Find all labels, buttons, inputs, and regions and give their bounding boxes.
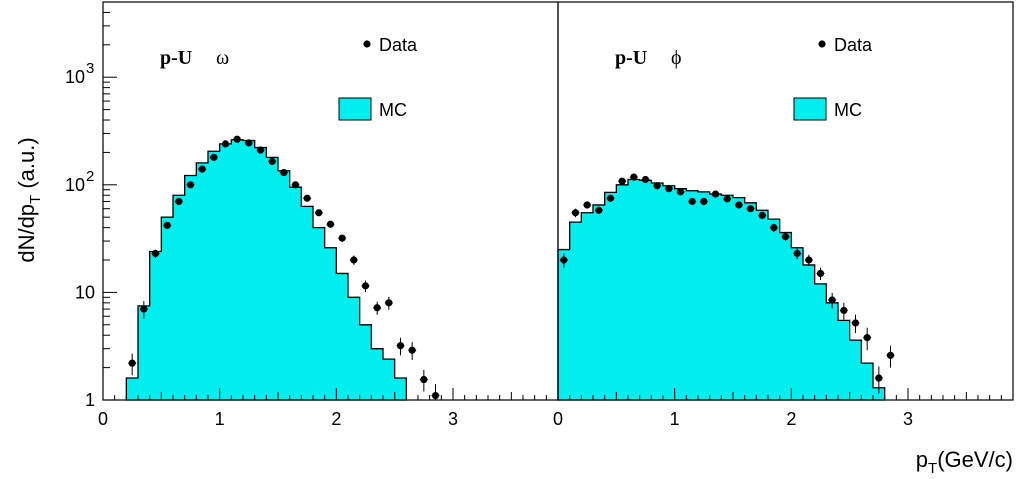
data-point	[315, 209, 323, 217]
data-point	[385, 299, 393, 307]
legend-data-label: Data	[379, 35, 418, 55]
data-point	[268, 157, 276, 166]
panel-title: p-U	[615, 47, 647, 69]
data-point	[711, 190, 720, 198]
data-point	[816, 269, 825, 278]
y-tick-exponent: 3	[86, 60, 94, 77]
data-point	[245, 139, 253, 147]
data-point	[583, 201, 591, 209]
x-tick-label: 0	[553, 409, 563, 429]
data-point	[326, 220, 335, 228]
y-tick-label: 10	[75, 282, 95, 302]
data-point	[770, 224, 778, 232]
legend-data-marker	[818, 40, 826, 48]
data-point	[875, 374, 883, 382]
data-point	[431, 391, 440, 400]
legend-data-marker	[363, 40, 371, 48]
panel-title-symbol: ϕ	[671, 47, 682, 69]
data-point	[735, 201, 743, 209]
data-point	[630, 173, 638, 181]
data-point	[350, 256, 358, 264]
y-tick-exponent: 2	[86, 168, 94, 185]
y-axis-label: dN/dpT (a.u.)	[14, 137, 44, 262]
data-point	[828, 296, 836, 304]
x-axis-label: pT(GeV/c)	[916, 447, 1013, 477]
data-point	[665, 185, 673, 193]
data-point	[186, 181, 195, 189]
data-point	[805, 256, 813, 264]
x-tick-label: 1	[215, 409, 225, 429]
data-point	[256, 146, 265, 154]
data-point	[151, 249, 160, 258]
x-tick-label: 3	[903, 409, 913, 429]
data-point	[863, 334, 871, 342]
data-point	[595, 206, 603, 214]
data-point	[221, 140, 230, 148]
x-tick-label: 0	[98, 409, 108, 429]
data-point	[373, 304, 381, 312]
data-point	[280, 168, 288, 177]
data-point	[653, 182, 661, 190]
data-point	[303, 194, 311, 202]
data-point	[723, 195, 731, 203]
data-point	[618, 177, 626, 185]
x-tick-label: 2	[331, 409, 341, 429]
data-point	[198, 165, 206, 173]
panel-phi: 0 1 2 3 p-U ϕ Data MC	[553, 1, 1014, 429]
legend-mc-label: MC	[379, 100, 407, 120]
data-point	[688, 197, 696, 206]
y-tick-label: 10	[65, 67, 85, 87]
data-point	[338, 234, 346, 242]
data-point	[140, 305, 148, 313]
panel-title-symbol: ω	[216, 47, 229, 69]
data-point	[420, 375, 428, 384]
data-point	[560, 256, 568, 264]
x-tick-label: 1	[670, 409, 680, 429]
y-tick-label: 1	[85, 390, 95, 410]
panel-frame	[557, 1, 1014, 401]
data-point	[746, 205, 755, 213]
data-point	[571, 209, 580, 217]
mc-histogram	[557, 178, 886, 401]
x-tick-label: 2	[786, 409, 796, 429]
data-point	[840, 306, 848, 315]
y-tick-label: 10	[65, 175, 85, 195]
data-point	[641, 175, 650, 184]
data-point	[361, 282, 370, 290]
data-point	[233, 135, 241, 143]
data-point	[408, 346, 416, 354]
data-point	[210, 153, 218, 161]
data-point	[396, 342, 405, 350]
data-point	[606, 194, 615, 202]
data-point	[851, 319, 860, 327]
data-point	[700, 197, 708, 206]
data-point	[128, 359, 136, 367]
data-point	[175, 197, 183, 206]
panel-title: p-U	[160, 47, 192, 69]
legend-mc-label: MC	[834, 100, 862, 120]
data-point	[781, 233, 790, 241]
legend-data-label: Data	[834, 35, 873, 55]
data-point	[163, 221, 171, 229]
data-point	[291, 181, 300, 189]
legend-mc-swatch	[338, 97, 372, 121]
data-point	[793, 249, 801, 258]
legend-mc-swatch	[793, 97, 827, 121]
x-tick-label: 3	[448, 409, 458, 429]
data-point	[676, 188, 685, 196]
data-point	[758, 211, 766, 219]
data-point	[886, 351, 895, 359]
mc-histogram	[125, 139, 407, 401]
